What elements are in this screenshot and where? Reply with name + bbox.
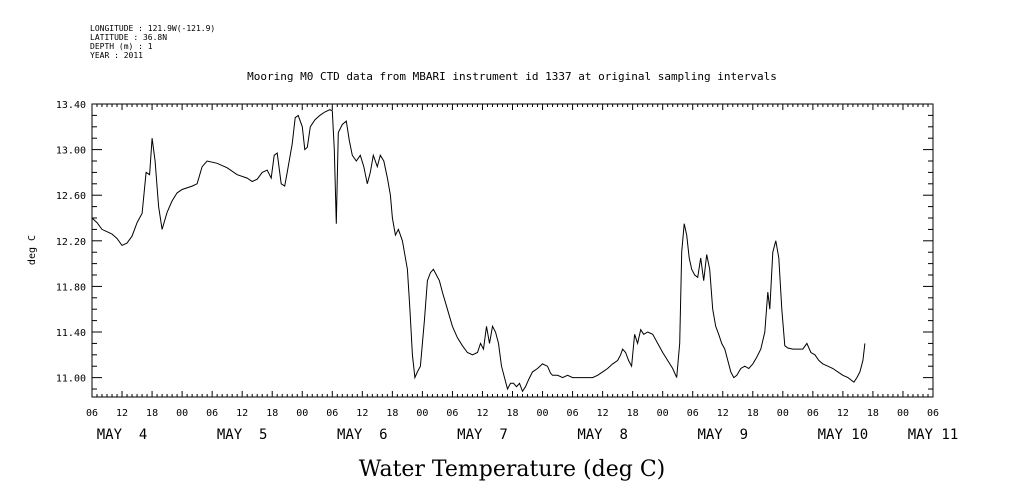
y-tick-label: 13.00: [56, 146, 86, 157]
x-tick-label: 18: [506, 408, 518, 419]
x-tick-label: 12: [476, 408, 488, 419]
metadata-year: YEAR : 2011: [90, 51, 143, 60]
x-tick-label: 06: [206, 408, 218, 419]
x-tick-label: 00: [296, 408, 308, 419]
x-tick-label: 18: [867, 408, 879, 419]
x-axis-label: Water Temperature (deg C): [359, 457, 666, 482]
day-label: MAY 7: [457, 427, 508, 443]
y-tick-label: 12.20: [56, 237, 86, 248]
y-tick-label: 13.40: [56, 100, 86, 111]
x-tick-label: 00: [176, 408, 188, 419]
y-tick-label: 11.40: [56, 328, 86, 339]
day-label: MAY 5: [217, 427, 268, 443]
x-tick-label: 06: [567, 408, 579, 419]
x-tick-label: 12: [717, 408, 729, 419]
y-tick-label: 11.80: [56, 282, 86, 293]
x-tick-label: 00: [657, 408, 669, 419]
temperature-series-line: [91, 109, 866, 393]
day-label: MAY 8: [577, 427, 628, 443]
x-tick-label: 00: [897, 408, 909, 419]
y-tick-label: 12.60: [56, 191, 86, 202]
x-tick-label: 06: [927, 408, 939, 419]
x-tick-label: 12: [236, 408, 248, 419]
metadata-longitude: LONGITUDE : 121.9W(-121.9): [90, 24, 215, 33]
x-tick-label: 00: [537, 408, 549, 419]
day-label: MAY 9: [697, 427, 748, 443]
day-label: MAY 4: [97, 427, 148, 443]
x-tick-label: 18: [146, 408, 158, 419]
day-label: MAY 11: [908, 427, 959, 443]
axis-ticks: [91, 103, 934, 397]
x-tick-label: 06: [326, 408, 338, 419]
x-tick-label: 06: [446, 408, 458, 419]
x-tick-labels: 06 12 18 00 06 12 18 00 06 12 18 00 06 12 18 00 06 12 18 00…: [86, 408, 939, 419]
metadata-depth: DEPTH (m) : 1: [90, 42, 153, 51]
day-label: MAY 6: [337, 427, 388, 443]
x-tick-label: 06: [86, 408, 98, 419]
x-tick-label: 18: [747, 408, 759, 419]
day-labels: MAY 4 MAY 5 MAY 6 MAY 7 MAY 8 MAY 9 MAY 10 MAY …: [97, 427, 959, 443]
x-tick-label: 00: [777, 408, 789, 419]
x-tick-label: 18: [266, 408, 278, 419]
plot-frame: [91, 103, 934, 398]
x-tick-label: 12: [597, 408, 609, 419]
y-tick-labels: 11.00 11.40 11.80 12.20 12.60 13.00 13.40: [56, 100, 86, 385]
y-axis-label: deg C: [27, 235, 38, 265]
x-tick-label: 06: [687, 408, 699, 419]
x-tick-label: 12: [837, 408, 849, 419]
x-tick-label: 12: [116, 408, 128, 419]
x-tick-label: 12: [356, 408, 368, 419]
x-tick-label: 18: [386, 408, 398, 419]
x-tick-label: 00: [416, 408, 428, 419]
day-label: MAY 10: [818, 427, 869, 443]
x-tick-label: 06: [807, 408, 819, 419]
y-tick-label: 11.00: [56, 374, 86, 385]
chart-title: Mooring M0 CTD data from MBARI instrumen…: [247, 70, 777, 83]
metadata-latitude: LATITUDE : 36.8N: [90, 33, 167, 42]
x-tick-label: 18: [627, 408, 639, 419]
metadata-block: LONGITUDE : 121.9W(-121.9) LATITUDE : 36…: [90, 24, 215, 60]
